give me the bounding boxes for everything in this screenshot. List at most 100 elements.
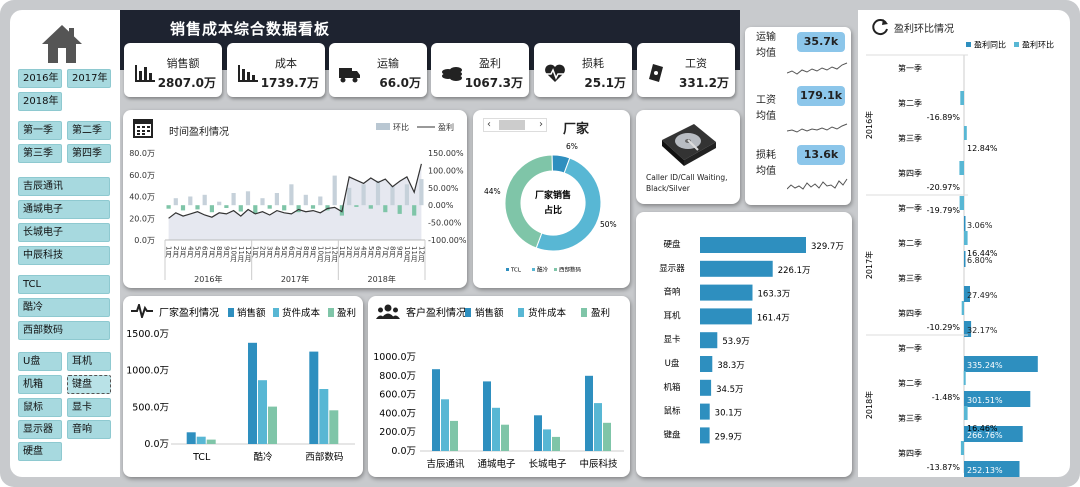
- product-bar: [700, 379, 712, 396]
- pulse-icon: [131, 304, 153, 318]
- left-tick: 40.0万: [129, 193, 155, 202]
- kpi-card-1: 销售额 2807.0万: [124, 43, 222, 97]
- filter-year-3[interactable]: 2018年: [18, 92, 62, 111]
- title-bar: 销售成本综合数据看板: [120, 10, 740, 70]
- legend-label: 货件成本: [282, 307, 321, 319]
- kpi-value: 2807.0万: [157, 76, 216, 90]
- bar-盈利: [206, 439, 216, 444]
- legend-label: 销售额: [237, 307, 266, 319]
- filter-product-2[interactable]: 耳机: [67, 352, 111, 371]
- filter-customer-1[interactable]: 吉辰通讯: [18, 177, 110, 196]
- product-label: U盘: [665, 358, 680, 369]
- product-bar: [700, 403, 710, 420]
- filter-vendor-2[interactable]: 酷冷: [18, 298, 110, 317]
- bar-货件成本: [258, 380, 267, 444]
- y-tick: 1000.0万: [373, 352, 416, 363]
- legend-label: 西部数码: [559, 266, 582, 274]
- filter-quarter-2[interactable]: 第二季: [67, 121, 111, 140]
- month-label: 10月: [230, 246, 238, 263]
- right-tick: -100.00%: [428, 236, 467, 245]
- scroll-left-icon[interactable]: ‹: [487, 119, 491, 130]
- averages-card: 运输 均值 35.7k 工资 均值 179.1k 损耗 均值 13.6k: [745, 27, 851, 205]
- qoq-bar: [960, 91, 964, 105]
- filter-product-7[interactable]: 显示器: [18, 420, 62, 439]
- bar-盈利: [603, 422, 611, 451]
- month-label: 3月: [179, 246, 187, 259]
- filter-customer-2[interactable]: 通城电子: [18, 200, 110, 219]
- scroll-thumb[interactable]: [499, 120, 525, 130]
- filter-vendor-1[interactable]: TCL: [18, 275, 110, 294]
- filter-product-3[interactable]: 机箱: [18, 375, 62, 394]
- product-label: 机箱: [663, 382, 681, 393]
- filter-product-9[interactable]: 硬盘: [18, 442, 62, 461]
- mom-bar: [274, 193, 279, 206]
- filter-product-5[interactable]: 鼠标: [18, 398, 62, 417]
- year-label: 2018年: [864, 391, 874, 419]
- filter-quarter-4[interactable]: 第四季: [67, 144, 111, 163]
- mom-bar: [267, 205, 272, 209]
- filter-customer-3[interactable]: 长城电子: [18, 223, 110, 242]
- right-tick: 150.00%: [428, 149, 464, 158]
- avg-label-salary: 工资 均值: [756, 95, 776, 122]
- month-label: 11月: [410, 246, 418, 263]
- quarter-ratio-chart: 盈利同比 盈利环比2016年第一季第二季-16.89%第三季12.84%第四季-2…: [864, 40, 1054, 477]
- legend-label-yoy: 盈利同比: [974, 40, 1006, 50]
- quarter-label: 第二季: [898, 378, 922, 388]
- product-label: 耳机: [663, 310, 681, 321]
- y-tick: 0.0万: [144, 439, 169, 450]
- yoy-label: 252.13%: [967, 466, 1003, 475]
- month-label: 8月: [215, 246, 223, 259]
- hard-disk-icon: [662, 124, 716, 166]
- left-tick: 80.0万: [129, 149, 155, 158]
- filter-quarter-1[interactable]: 第一季: [18, 121, 62, 140]
- right-tick: -50.00%: [428, 219, 462, 228]
- vendor-scroll-control[interactable]: ‹ ›: [483, 118, 547, 132]
- month-label: 1月: [251, 246, 259, 259]
- kpi-label: 盈利: [479, 57, 501, 70]
- right-tick: 100.00%: [428, 166, 464, 175]
- month-label: 5月: [194, 246, 202, 259]
- mom-bar: [303, 194, 308, 206]
- filter-product-1[interactable]: U盘: [18, 352, 62, 371]
- bar-盈利: [268, 406, 277, 444]
- mom-bar: [195, 205, 200, 210]
- y-tick: 0.0万: [391, 446, 416, 457]
- legend-label: 酷冷: [537, 266, 549, 274]
- legend-profit-label: 盈利: [438, 122, 454, 132]
- vendor-share-title: 厂家: [563, 122, 590, 137]
- kpi-card-5: 损耗 25.1万: [534, 43, 632, 97]
- scroll-right-icon[interactable]: ›: [539, 119, 543, 130]
- salary-sparkline: [787, 123, 848, 133]
- legend-swatch: [518, 308, 524, 317]
- qoq-bar: [964, 126, 967, 140]
- yoy-bar: [964, 391, 1031, 407]
- donut-center-label-1: 厂家销售: [535, 189, 571, 201]
- product-bar: [700, 427, 710, 444]
- filter-customer-4[interactable]: 中辰科技: [18, 246, 110, 265]
- profit-line: [168, 163, 422, 219]
- kpi-label: 运输: [377, 57, 399, 70]
- filter-product-6[interactable]: 显卡: [67, 398, 111, 417]
- product-value-label: 329.7万: [811, 242, 844, 252]
- product-bar: [700, 284, 753, 301]
- bar-盈利: [552, 436, 560, 451]
- yoy-label: 32.17%: [967, 326, 998, 335]
- avg-label-loss: 损耗 均值: [756, 150, 776, 177]
- month-label: 10月: [316, 246, 324, 263]
- kpi-value: 1739.7万: [260, 76, 319, 90]
- yoy-bar: [964, 321, 972, 337]
- filter-product-4[interactable]: 键盘: [67, 375, 111, 394]
- filter-year-1[interactable]: 2016年: [18, 69, 62, 88]
- filter-product-8[interactable]: 音响: [67, 420, 111, 439]
- filter-year-2[interactable]: 2017年: [67, 69, 111, 88]
- mom-bar: [296, 205, 301, 213]
- customer-profit-panel: 客户盈利情况 销售额 货件成本 盈利 1000.0万 800.0万 600.0万 400.0万…: [368, 296, 630, 477]
- qoq-label: -16.89%: [927, 113, 961, 122]
- home-icon[interactable]: [40, 22, 84, 66]
- mom-bar: [224, 205, 229, 208]
- donut-slice-酷冷: [535, 157, 602, 252]
- filter-vendor-3[interactable]: 西部数码: [18, 321, 110, 340]
- filter-quarter-3[interactable]: 第三季: [18, 144, 62, 163]
- month-label: 11月: [237, 246, 245, 263]
